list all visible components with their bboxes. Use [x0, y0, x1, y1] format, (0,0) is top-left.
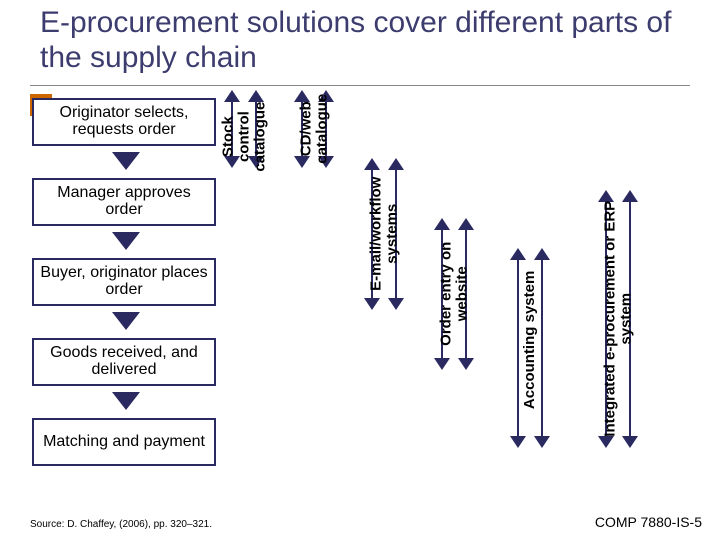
flow-arrow-1: [112, 152, 140, 170]
vert-label-1: Stock controlcatalogue: [220, 98, 267, 176]
vert-label-5: Accounting system: [522, 240, 538, 440]
slide-title: E-procurement solutions cover different …: [40, 6, 700, 75]
flow-step-2: Manager approves order: [32, 178, 216, 226]
flow-arrow-3: [112, 312, 140, 330]
flow-step-1: Originator selects, requests order: [32, 98, 216, 146]
flow-step-3: Buyer, originator places order: [32, 258, 216, 306]
flow-arrow-2: [112, 232, 140, 250]
flow-step-5: Matching and payment: [32, 418, 216, 466]
title-rule: [30, 85, 690, 86]
vert-label-4: Order entry onwebsite: [438, 218, 470, 370]
source-citation: Source: D. Chaffey, (2006), pp. 320–321.: [30, 519, 212, 530]
slide: E-procurement solutions cover different …: [0, 0, 720, 540]
vert-arrow-line-5-1: [541, 258, 543, 438]
vert-label-6: Integrated e-procurement or ERPsystem: [602, 190, 634, 448]
vert-label-2: CD/webcatalogue: [298, 90, 330, 168]
vert-arrow-line-5-0: [517, 258, 519, 438]
flow-arrow-4: [112, 392, 140, 410]
flow-step-4: Goods received, and delivered: [32, 338, 216, 386]
slide-footer: COMP 7880-IS-5: [595, 514, 702, 530]
vert-label-3: E-mail/workflowsystems: [368, 158, 400, 310]
